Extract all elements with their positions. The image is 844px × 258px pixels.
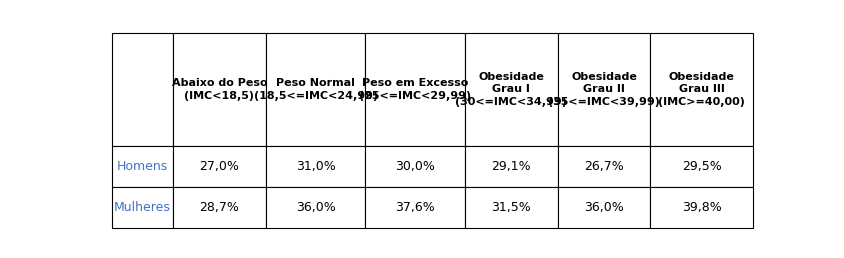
Text: 37,6%: 37,6% (395, 201, 435, 214)
Text: Abaixo do Peso
(IMC<18,5): Abaixo do Peso (IMC<18,5) (171, 78, 268, 101)
Text: 30,0%: 30,0% (395, 160, 435, 173)
Bar (464, 187, 558, 228)
Bar (112, 33, 173, 146)
Bar (558, 33, 651, 146)
Text: 29,5%: 29,5% (682, 160, 722, 173)
Bar (173, 187, 266, 228)
Bar (266, 187, 365, 228)
Bar (112, 146, 173, 187)
Text: Peso em Excesso
(25<=IMC<29,99): Peso em Excesso (25<=IMC<29,99) (359, 78, 471, 101)
Text: Obesidade
Grau II
(35<=IMC<39,99): Obesidade Grau II (35<=IMC<39,99) (548, 72, 660, 107)
Text: 26,7%: 26,7% (584, 160, 624, 173)
Bar (558, 146, 651, 187)
Text: Obesidade
Grau I
(30<=IMC<34,99): Obesidade Grau I (30<=IMC<34,99) (455, 72, 567, 107)
Bar (365, 187, 464, 228)
Bar (112, 187, 173, 228)
Text: Mulheres: Mulheres (114, 201, 171, 214)
Bar (558, 187, 651, 228)
Bar (464, 33, 558, 146)
Text: 28,7%: 28,7% (199, 201, 240, 214)
Text: Peso Normal
(18,5<=IMC<24,99): Peso Normal (18,5<=IMC<24,99) (253, 78, 377, 101)
Text: 39,8%: 39,8% (682, 201, 722, 214)
Bar (365, 33, 464, 146)
Text: 31,0%: 31,0% (295, 160, 335, 173)
Text: Homens: Homens (116, 160, 168, 173)
Bar (173, 33, 266, 146)
Bar (365, 146, 464, 187)
Text: 31,5%: 31,5% (491, 201, 531, 214)
Text: Obesidade
Grau III
(IMC>=40,00): Obesidade Grau III (IMC>=40,00) (658, 72, 745, 107)
Bar (173, 146, 266, 187)
Bar (651, 146, 753, 187)
Text: 27,0%: 27,0% (199, 160, 240, 173)
Bar (651, 33, 753, 146)
Bar (651, 187, 753, 228)
Bar (266, 33, 365, 146)
Bar (464, 146, 558, 187)
Bar (266, 146, 365, 187)
Text: 36,0%: 36,0% (295, 201, 335, 214)
Text: 29,1%: 29,1% (491, 160, 531, 173)
Text: 36,0%: 36,0% (584, 201, 624, 214)
